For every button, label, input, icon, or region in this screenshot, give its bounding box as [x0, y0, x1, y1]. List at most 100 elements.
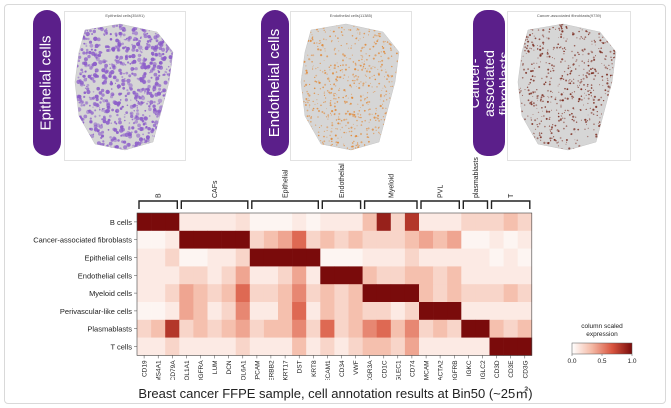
- heatmap-cell: [249, 266, 265, 285]
- heatmap-cell: [306, 230, 321, 249]
- heatmap-cell: [390, 284, 406, 303]
- legend-tick-label: 0.5: [597, 358, 606, 365]
- heatmap-cell: [404, 266, 420, 285]
- heatmap-cell: [348, 337, 363, 356]
- heatmap-cell: [362, 213, 377, 232]
- heatmap-cell: [235, 248, 251, 267]
- heatmap-cell: [334, 337, 349, 356]
- heatmap-cell: [447, 284, 462, 303]
- heatmap-chart: B cells Cancer-associated fibroblasts Epit…: [33, 157, 637, 380]
- heatmap-cell: [376, 248, 392, 267]
- group-bracket: [321, 200, 362, 209]
- epithelial-tissue-map: [74, 23, 174, 151]
- heatmap-cell: [165, 213, 180, 232]
- heatmap-cell: [334, 302, 349, 321]
- heatmap-cell: [278, 213, 293, 232]
- heatmap-cell: [151, 266, 166, 285]
- column-label: CD19: [142, 360, 149, 377]
- heatmap-cell: [151, 213, 166, 232]
- heatmap-cell: [404, 230, 420, 249]
- heatmap-cell: [235, 284, 251, 303]
- row-label: B cells: [110, 218, 132, 227]
- heatmap-cell: [179, 302, 194, 321]
- caf-tissue-map: [517, 23, 617, 151]
- heatmap-cell: [419, 230, 434, 249]
- heatmap-cell: [137, 213, 152, 232]
- heatmap-cell: [320, 230, 335, 249]
- heatmap-cell: [433, 230, 448, 249]
- heatmap-cell: [447, 319, 462, 338]
- heatmap-cell: [517, 213, 533, 232]
- heatmap-cell: [348, 213, 363, 232]
- heatmap-cell: [348, 319, 363, 338]
- heatmap-cell: [179, 337, 194, 356]
- heatmap-cell: [235, 266, 251, 285]
- heatmap-cell: [165, 266, 180, 285]
- heatmap-cell: [193, 302, 208, 321]
- heatmap-cell: [334, 213, 349, 232]
- heatmap-cell: [235, 230, 251, 249]
- heatmap-cell: [503, 302, 518, 321]
- heatmap-cell: [221, 284, 236, 303]
- heatmap-cell: [461, 284, 476, 303]
- heatmap-cell: [348, 230, 363, 249]
- heatmap-cell: [193, 266, 208, 285]
- heatmap-cell: [306, 302, 321, 321]
- group-bracket: [138, 200, 178, 209]
- heatmap-cell: [165, 337, 180, 356]
- heatmap-cell: [390, 302, 406, 321]
- group-bracket: [251, 200, 319, 209]
- heatmap-cell: [489, 266, 504, 285]
- group-bracket: [180, 200, 249, 209]
- heatmap-cell: [348, 284, 363, 303]
- heatmap-cell: [292, 302, 307, 321]
- column-label: KRT8: [311, 360, 318, 377]
- heatmap-cell: [320, 319, 335, 338]
- heatmap-cell: [151, 337, 166, 356]
- group-bracket: [490, 200, 531, 209]
- heatmap-cell: [447, 302, 462, 321]
- heatmap-cell: [179, 213, 194, 232]
- heatmap-cell: [390, 248, 406, 267]
- epithelial-label-pill: Epithelial cells: [33, 10, 61, 156]
- heatmap-cell: [475, 213, 490, 232]
- heatmap-cell: [221, 248, 236, 267]
- heatmap-cell: [151, 319, 166, 338]
- epithelial-panel: Epithelial cells(35491): [64, 11, 186, 161]
- heatmap-cell: [489, 337, 504, 356]
- heatmap-cell: [263, 230, 279, 249]
- column-label: MS4A1: [156, 360, 163, 380]
- heatmap-cell: [263, 266, 279, 285]
- heatmap-cell: [489, 302, 504, 321]
- column-label: FCGR3A: [367, 360, 374, 380]
- heatmap-cell: [278, 266, 293, 285]
- column-label: EPCAM: [254, 360, 261, 380]
- heatmap-cell: [193, 337, 208, 356]
- column-label: CD3D: [494, 360, 501, 378]
- heatmap-cell: [193, 284, 208, 303]
- heatmap-cell: [207, 284, 222, 303]
- heatmap-cell: [221, 302, 236, 321]
- heatmap-cell: [433, 302, 448, 321]
- legend-title: column scaled expression: [581, 323, 623, 338]
- heatmap-cell: [249, 319, 265, 338]
- column-label: COL6A1: [240, 360, 247, 380]
- heatmap-cell: [376, 213, 392, 232]
- row-label: Epithelial cells: [84, 254, 132, 263]
- heatmap-cell: [404, 213, 420, 232]
- heatmap-cell: [137, 284, 152, 303]
- heatmap-cell: [207, 319, 222, 338]
- heatmap-cell: [461, 266, 476, 285]
- caf-panel: Cancer-associated fibroblasts(9739): [507, 11, 631, 161]
- heatmap-cell: [390, 213, 406, 232]
- caf-label-pill: Cancer-associated fibroblasts: [466, 10, 512, 156]
- group-label: Endothelial: [339, 163, 346, 198]
- heatmap-cell: [390, 337, 406, 356]
- heatmap-cell: [221, 213, 236, 232]
- group-bracket: [420, 200, 460, 209]
- heatmap-cell: [151, 302, 166, 321]
- heatmap-cell: [292, 230, 307, 249]
- column-label: ACTA2: [438, 360, 445, 380]
- heatmap-cell: [376, 230, 392, 249]
- legend-tick-label: 0.0: [567, 358, 576, 365]
